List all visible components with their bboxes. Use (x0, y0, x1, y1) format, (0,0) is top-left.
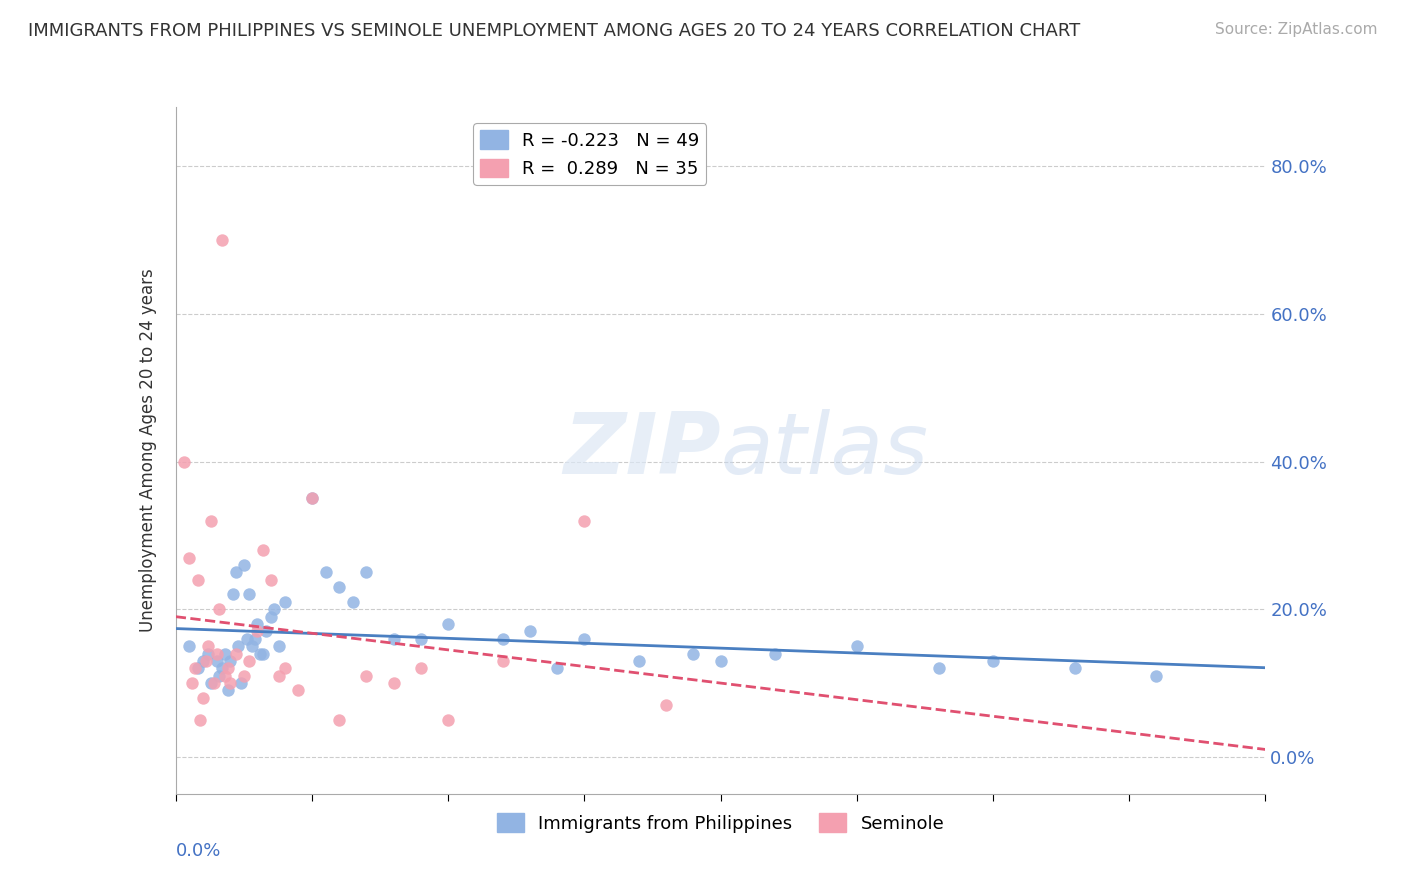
Y-axis label: Unemployment Among Ages 20 to 24 years: Unemployment Among Ages 20 to 24 years (139, 268, 157, 632)
Point (214, 647, 236, 661)
Point (763, 647, 786, 661)
Point (191, 654, 214, 668)
Point (274, 661, 297, 675)
Point (194, 654, 217, 668)
Point (252, 543, 274, 558)
Point (202, 676, 225, 690)
Point (409, 632, 432, 646)
Point (231, 676, 253, 690)
Text: ZIP: ZIP (562, 409, 721, 492)
Point (200, 676, 222, 690)
Point (217, 683, 239, 698)
Point (263, 602, 285, 616)
Point (179, 639, 201, 653)
Point (260, 573, 283, 587)
Point (188, 713, 211, 727)
Point (315, 566, 337, 580)
Point (225, 566, 247, 580)
Point (1144, 669, 1167, 683)
Point (232, 669, 254, 683)
Point (246, 617, 269, 632)
Point (301, 491, 323, 506)
Point (238, 654, 260, 668)
Point (179, 550, 201, 565)
Point (211, 233, 233, 247)
Point (235, 632, 257, 646)
Point (382, 676, 405, 690)
Point (437, 617, 460, 632)
Text: IMMIGRANTS FROM PHILIPPINES VS SEMINOLE UNEMPLOYMENT AMONG AGES 20 TO 24 YEARS C: IMMIGRANTS FROM PHILIPPINES VS SEMINOLE … (28, 22, 1080, 40)
Legend: Immigrants from Philippines, Seminole: Immigrants from Philippines, Seminole (489, 806, 952, 839)
Point (184, 661, 207, 675)
Point (356, 566, 378, 580)
Point (205, 654, 228, 668)
Point (249, 647, 271, 661)
Point (260, 609, 283, 624)
Point (437, 713, 460, 727)
Point (219, 676, 242, 690)
Point (574, 632, 596, 646)
Point (269, 639, 291, 653)
Point (219, 654, 242, 668)
Point (492, 654, 515, 668)
Point (191, 690, 214, 705)
Point (328, 580, 350, 594)
Text: 0.0%: 0.0% (176, 842, 221, 860)
Point (243, 632, 266, 646)
Point (981, 654, 1004, 668)
Point (197, 647, 219, 661)
Text: atlas: atlas (721, 409, 928, 492)
Point (274, 595, 297, 609)
Point (382, 632, 405, 646)
Point (269, 669, 291, 683)
Point (217, 661, 239, 675)
Point (208, 669, 231, 683)
Point (211, 661, 233, 675)
Point (205, 647, 228, 661)
Point (197, 639, 219, 653)
Point (574, 514, 596, 528)
Point (225, 647, 247, 661)
Point (287, 683, 309, 698)
Point (301, 491, 323, 506)
Point (222, 587, 245, 601)
Point (928, 661, 950, 675)
Point (232, 558, 254, 572)
Point (246, 624, 269, 639)
Text: Source: ZipAtlas.com: Source: ZipAtlas.com (1215, 22, 1378, 37)
Point (240, 639, 263, 653)
Point (356, 669, 378, 683)
Point (492, 632, 515, 646)
Point (1063, 661, 1085, 675)
Point (342, 595, 364, 609)
Point (519, 624, 541, 639)
Point (200, 514, 222, 528)
Point (181, 676, 204, 690)
Point (214, 669, 236, 683)
Point (208, 602, 231, 616)
Point (254, 624, 277, 639)
Point (710, 654, 733, 668)
Point (627, 654, 650, 668)
Point (238, 587, 260, 601)
Point (546, 661, 568, 675)
Point (682, 647, 704, 661)
Point (252, 647, 274, 661)
Point (228, 639, 250, 653)
Point (655, 698, 678, 713)
Point (186, 573, 209, 587)
Point (328, 713, 350, 727)
Point (173, 454, 195, 468)
Point (845, 639, 868, 653)
Point (186, 661, 209, 675)
Point (409, 661, 432, 675)
